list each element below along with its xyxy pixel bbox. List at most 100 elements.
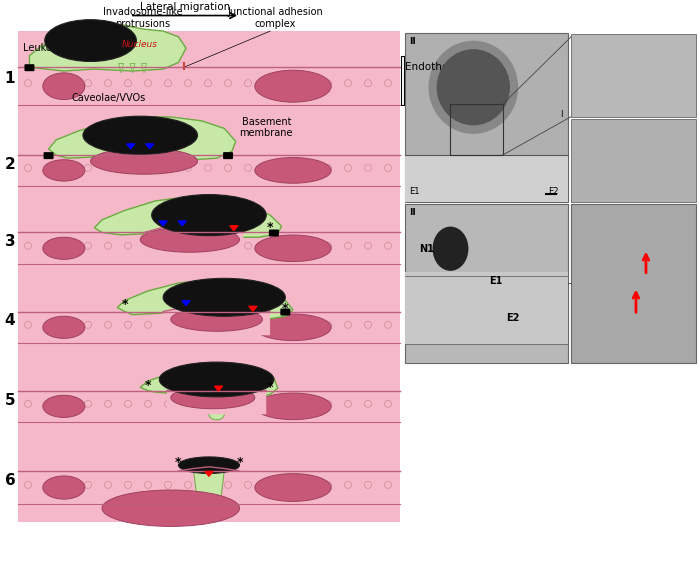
Text: *: * bbox=[282, 302, 289, 315]
Bar bbox=[18, 126, 400, 202]
Polygon shape bbox=[144, 221, 243, 256]
Ellipse shape bbox=[433, 227, 468, 271]
Ellipse shape bbox=[255, 314, 331, 341]
Bar bbox=[18, 31, 400, 126]
Polygon shape bbox=[194, 471, 224, 508]
Polygon shape bbox=[207, 394, 226, 408]
Bar bbox=[401, 56, 404, 105]
FancyBboxPatch shape bbox=[280, 308, 290, 315]
Text: *: * bbox=[175, 456, 182, 469]
Bar bbox=[571, 34, 696, 117]
Text: N1: N1 bbox=[419, 244, 433, 254]
Bar bbox=[405, 155, 568, 202]
Polygon shape bbox=[159, 221, 167, 226]
Ellipse shape bbox=[186, 507, 232, 516]
Ellipse shape bbox=[43, 237, 85, 259]
Ellipse shape bbox=[83, 116, 198, 154]
Polygon shape bbox=[238, 315, 257, 329]
Ellipse shape bbox=[255, 473, 331, 501]
Text: E2: E2 bbox=[506, 313, 519, 323]
FancyBboxPatch shape bbox=[43, 152, 54, 159]
FancyBboxPatch shape bbox=[269, 229, 279, 237]
FancyBboxPatch shape bbox=[223, 152, 233, 159]
Ellipse shape bbox=[437, 49, 510, 125]
Text: 2: 2 bbox=[5, 157, 15, 172]
Bar bbox=[405, 205, 568, 363]
Polygon shape bbox=[178, 221, 186, 226]
Text: *: * bbox=[267, 221, 273, 234]
Polygon shape bbox=[102, 145, 186, 178]
Text: 1: 1 bbox=[5, 71, 15, 86]
Bar bbox=[18, 440, 400, 522]
Text: Lateral migration: Lateral migration bbox=[140, 2, 230, 11]
Ellipse shape bbox=[255, 158, 331, 183]
Text: II: II bbox=[409, 208, 416, 218]
Text: I: I bbox=[560, 110, 563, 119]
Polygon shape bbox=[215, 386, 222, 391]
Text: Leukocyte: Leukocyte bbox=[23, 43, 73, 53]
Ellipse shape bbox=[152, 194, 266, 236]
Polygon shape bbox=[140, 365, 278, 398]
Ellipse shape bbox=[140, 227, 240, 252]
Polygon shape bbox=[230, 226, 238, 231]
Text: E1: E1 bbox=[489, 276, 503, 285]
Polygon shape bbox=[146, 144, 154, 149]
Polygon shape bbox=[130, 63, 135, 73]
Polygon shape bbox=[141, 63, 147, 73]
FancyBboxPatch shape bbox=[24, 64, 34, 71]
Polygon shape bbox=[48, 117, 236, 160]
Bar bbox=[18, 360, 400, 440]
Bar bbox=[571, 205, 696, 363]
Text: Endothelium: Endothelium bbox=[405, 62, 471, 72]
Ellipse shape bbox=[255, 393, 331, 420]
Text: 6: 6 bbox=[5, 473, 15, 488]
Bar bbox=[405, 33, 568, 202]
Ellipse shape bbox=[45, 20, 136, 62]
Text: *: * bbox=[122, 298, 128, 311]
Text: *: * bbox=[267, 381, 273, 394]
Text: Nucleus: Nucleus bbox=[122, 40, 158, 49]
Polygon shape bbox=[119, 63, 124, 73]
Polygon shape bbox=[167, 382, 266, 414]
Ellipse shape bbox=[428, 41, 518, 134]
Ellipse shape bbox=[163, 279, 285, 316]
Polygon shape bbox=[127, 144, 135, 149]
Bar bbox=[18, 281, 400, 360]
Ellipse shape bbox=[180, 459, 238, 472]
Text: Invadosome-like
protrusions: Invadosome-like protrusions bbox=[103, 7, 182, 29]
Bar bbox=[571, 119, 696, 202]
Ellipse shape bbox=[43, 396, 85, 418]
Ellipse shape bbox=[43, 316, 85, 338]
Ellipse shape bbox=[159, 362, 274, 397]
Bar bbox=[18, 202, 400, 281]
Polygon shape bbox=[182, 301, 190, 306]
Polygon shape bbox=[163, 301, 270, 335]
Ellipse shape bbox=[209, 408, 224, 420]
Text: *: * bbox=[145, 379, 151, 392]
Polygon shape bbox=[205, 472, 213, 476]
Ellipse shape bbox=[91, 148, 198, 174]
Ellipse shape bbox=[178, 457, 240, 473]
Ellipse shape bbox=[43, 73, 85, 99]
Ellipse shape bbox=[43, 160, 85, 181]
Polygon shape bbox=[249, 306, 257, 311]
Text: Caveolae/VVOs: Caveolae/VVOs bbox=[71, 93, 145, 103]
Text: 4: 4 bbox=[5, 314, 15, 328]
Polygon shape bbox=[117, 280, 293, 319]
Bar bbox=[405, 272, 568, 344]
Polygon shape bbox=[29, 23, 186, 71]
Text: II: II bbox=[409, 37, 416, 46]
Text: E1: E1 bbox=[409, 188, 419, 197]
Text: *: * bbox=[236, 456, 243, 469]
Ellipse shape bbox=[43, 476, 85, 499]
Text: 5: 5 bbox=[5, 393, 15, 407]
Ellipse shape bbox=[255, 70, 331, 102]
Text: Basement
membrane: Basement membrane bbox=[240, 116, 293, 138]
Text: Junctional adhesion
complex: Junctional adhesion complex bbox=[227, 7, 323, 29]
Ellipse shape bbox=[171, 307, 262, 331]
Polygon shape bbox=[94, 197, 282, 237]
Ellipse shape bbox=[171, 386, 255, 408]
Bar bbox=[450, 104, 503, 155]
Text: 3: 3 bbox=[5, 234, 15, 250]
Ellipse shape bbox=[102, 490, 240, 527]
